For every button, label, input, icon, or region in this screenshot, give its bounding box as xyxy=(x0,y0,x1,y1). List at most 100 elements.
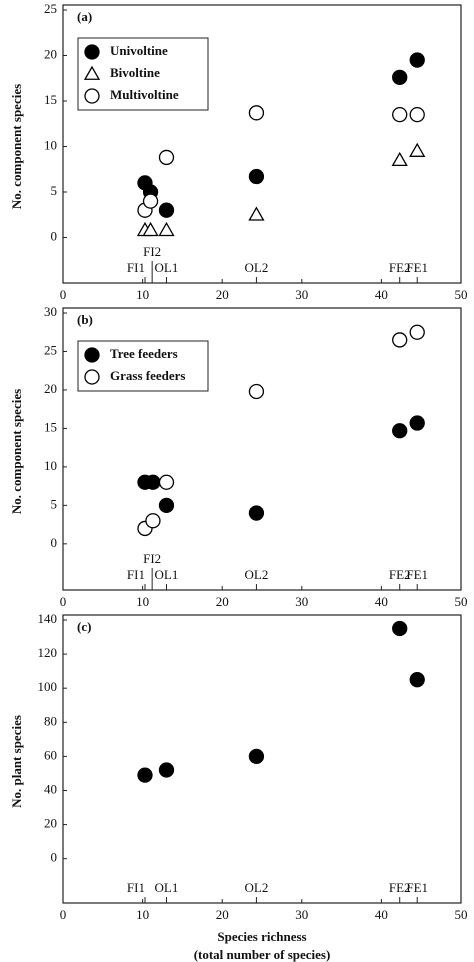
plot-frame xyxy=(62,614,462,904)
legend-label: Bivoltine xyxy=(110,65,160,80)
panel-label: (a) xyxy=(77,9,92,24)
site-label: FI1 xyxy=(127,260,145,275)
legend-label: Univoltine xyxy=(110,43,168,58)
point xyxy=(158,221,175,237)
legend-marker xyxy=(84,88,100,104)
point xyxy=(409,142,426,157)
y-tick-label: 15 xyxy=(44,92,57,107)
panel-label: (b) xyxy=(77,312,93,327)
site-label: FI2 xyxy=(143,244,161,259)
x-tick-label: 10 xyxy=(136,594,149,609)
y-tick-label: 60 xyxy=(44,747,57,762)
point xyxy=(409,672,425,688)
panel: 0 10 20 30 40 50 0 20 40 60 80 100 120 140 FI1 OL1 OL2 FE… xyxy=(9,611,468,962)
x-tick-label: 10 xyxy=(136,907,149,922)
legend-label: Multivoltine xyxy=(110,87,179,102)
site-label: OL1 xyxy=(155,260,179,275)
site-label: FE1 xyxy=(406,567,428,582)
y-tick-label: 10 xyxy=(44,137,57,152)
legend-marker xyxy=(84,347,100,363)
x-tick-label: 30 xyxy=(295,287,308,302)
point xyxy=(137,767,153,783)
panel-label: (c) xyxy=(77,619,91,634)
legend-label: Grass feeders xyxy=(110,368,185,383)
site-label: FE2 xyxy=(389,567,411,582)
plot-frame xyxy=(62,4,462,284)
x-tick-label: 50 xyxy=(455,287,468,302)
site-label: FE2 xyxy=(389,260,411,275)
site-label: OL1 xyxy=(155,880,179,895)
point xyxy=(392,332,408,348)
point xyxy=(142,221,159,237)
point xyxy=(392,69,408,85)
y-tick-label: 40 xyxy=(44,781,57,796)
point xyxy=(409,415,425,431)
y-tick-label: 20 xyxy=(44,381,57,396)
y-tick-label: 20 xyxy=(44,46,57,61)
y-axis-title: No. component species xyxy=(9,84,24,209)
y-tick-label: 5 xyxy=(51,183,58,198)
plot-frame xyxy=(62,307,462,591)
point xyxy=(409,107,425,123)
point xyxy=(392,107,408,123)
point xyxy=(391,151,408,167)
point xyxy=(248,505,265,521)
legend-box xyxy=(77,340,209,392)
site-label: FE1 xyxy=(406,260,428,275)
x-tick-label: 40 xyxy=(375,907,388,922)
point xyxy=(248,168,265,185)
point xyxy=(392,620,408,637)
x-tick-label: 50 xyxy=(455,594,468,609)
site-label: OL2 xyxy=(245,260,269,275)
legend-marker xyxy=(84,369,100,385)
x-tick-label: 30 xyxy=(295,594,308,609)
site-label: FI1 xyxy=(127,567,145,582)
site-label: FI2 xyxy=(143,551,161,566)
x-tick-label: 20 xyxy=(216,594,229,609)
point xyxy=(158,497,175,514)
y-tick-label: 100 xyxy=(38,679,58,694)
x-tick-label: 10 xyxy=(136,287,149,302)
y-axis-title: No. plant species xyxy=(9,715,24,808)
x-tick-label: 50 xyxy=(455,907,468,922)
y-tick-label: 0 xyxy=(51,535,58,550)
y-tick-label: 0 xyxy=(51,228,58,243)
legend-marker xyxy=(84,44,100,60)
point xyxy=(145,474,161,490)
y-axis-title: No. component species xyxy=(9,389,24,514)
point xyxy=(409,52,425,68)
point xyxy=(248,105,265,121)
site-label: FE2 xyxy=(389,880,411,895)
y-tick-label: 10 xyxy=(44,458,57,473)
y-tick-label: 15 xyxy=(44,419,57,434)
x-axis-title: Species richness xyxy=(217,929,306,944)
y-tick-label: 140 xyxy=(38,611,58,626)
point xyxy=(409,324,425,340)
point xyxy=(158,474,175,490)
x-tick-label: 0 xyxy=(60,907,67,922)
y-tick-label: 25 xyxy=(44,342,57,357)
site-label: OL1 xyxy=(155,567,179,582)
point xyxy=(142,193,159,209)
y-tick-label: 80 xyxy=(44,713,57,728)
point xyxy=(158,202,175,218)
y-tick-label: 30 xyxy=(44,304,57,319)
x-tick-label: 0 xyxy=(60,287,67,302)
point xyxy=(158,149,175,166)
x-tick-label: 0 xyxy=(60,594,67,609)
point xyxy=(248,206,265,221)
legend-box xyxy=(77,37,209,111)
point xyxy=(248,748,265,765)
x-tick-label: 20 xyxy=(216,287,229,302)
point xyxy=(145,513,161,529)
x-tick-label: 40 xyxy=(375,287,388,302)
x-tick-label: 40 xyxy=(375,594,388,609)
legend-label: Tree feeders xyxy=(110,346,178,361)
y-tick-label: 0 xyxy=(51,850,58,865)
point xyxy=(248,383,265,400)
point xyxy=(392,423,408,439)
site-label: OL2 xyxy=(245,880,269,895)
